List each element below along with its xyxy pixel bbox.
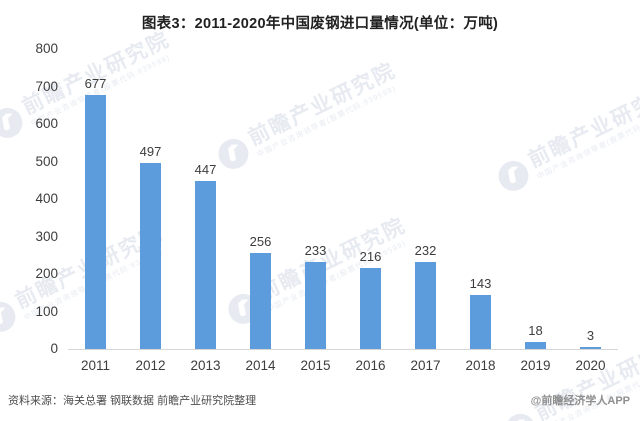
x-tick-label: 2011	[80, 358, 111, 373]
bar-2016	[360, 268, 381, 349]
source-note: 资料来源：海关总署 钢联数据 前瞻产业研究院整理	[8, 395, 257, 407]
bar-2014	[250, 253, 271, 349]
x-tick-label: 2014	[245, 358, 276, 373]
y-tick-label: 800	[35, 41, 58, 56]
bar-value-label: 447	[194, 162, 217, 178]
x-tick-label: 2017	[410, 358, 441, 373]
y-tick-label: 0	[50, 341, 58, 356]
qianzhan-logo-icon	[0, 103, 27, 143]
watermark: 前瞻产业研究院中国产业咨询领导者(股票代码:839599)	[213, 59, 404, 175]
watermark: 前瞻产业研究院中国产业咨询领导者(股票代码:839599)	[0, 28, 178, 144]
bar-value-label: 497	[139, 143, 162, 159]
y-tick-label: 400	[35, 191, 58, 206]
x-tick-label: 2012	[135, 358, 166, 373]
bar-2020	[580, 347, 601, 349]
y-tick-label: 300	[35, 228, 58, 244]
bar-2013	[195, 181, 216, 349]
chart-title: 图表3：2011-2020年中国废钢进口量情况(单位：万吨)	[141, 16, 499, 32]
qianzhan-logo-icon	[493, 156, 533, 196]
bar-value-label: 256	[249, 234, 272, 249]
watermark: 前瞻产业研究院中国产业咨询领导者(股票代码:839599)	[493, 81, 640, 197]
bar-value-label: 677	[84, 76, 107, 92]
bar-2012	[140, 162, 161, 349]
qianzhan-logo-icon	[0, 297, 20, 337]
bar-2011	[85, 95, 106, 349]
x-tick-label: 2019	[520, 358, 551, 373]
bar-2015	[305, 261, 326, 349]
bar-value-label: 3	[586, 328, 595, 343]
y-tick-label: 600	[35, 116, 58, 131]
x-tick-label: 2018	[465, 358, 496, 373]
bar-2019	[525, 342, 546, 349]
bar-value-label: 232	[414, 243, 437, 258]
x-tick-label: 2016	[355, 358, 386, 373]
x-tick-label: 2013	[190, 358, 221, 373]
bar-2018	[470, 295, 491, 349]
y-tick-label: 200	[35, 266, 58, 281]
x-axis-line	[68, 348, 618, 350]
bar-2017	[415, 262, 436, 349]
y-tick-label: 100	[35, 303, 58, 319]
bar-value-label: 233	[304, 242, 327, 258]
y-tick-label: 700	[35, 78, 58, 94]
bar-value-label: 18	[528, 323, 543, 339]
bar-value-label: 216	[359, 249, 382, 264]
x-tick-label: 2020	[575, 358, 606, 373]
y-tick-label: 500	[35, 153, 58, 169]
credit-note: @前瞻经济学人APP	[530, 395, 630, 407]
bar-value-label: 143	[469, 276, 492, 292]
qianzhan-logo-icon	[213, 134, 253, 174]
x-tick-label: 2015	[300, 358, 331, 373]
